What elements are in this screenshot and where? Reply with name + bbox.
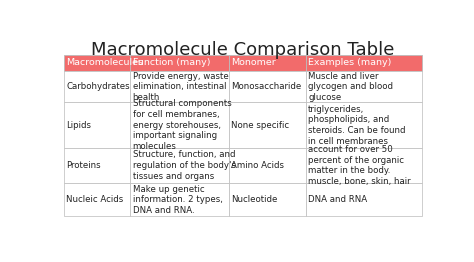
Bar [64,183,130,216]
Bar [64,148,130,183]
Bar [130,148,228,183]
Bar [130,102,228,148]
Text: Examples (many): Examples (many) [308,58,392,67]
Text: Function (many): Function (many) [133,58,210,67]
Text: Macromolecules: Macromolecules [66,58,143,67]
Text: account for over 50
percent of the organic
matter in the body.
muscle, bone, ski: account for over 50 percent of the organ… [308,145,411,186]
Text: None specific: None specific [231,121,289,130]
Bar [306,55,422,71]
Bar [130,55,228,71]
Text: Muscle and liver
glycogen and blood
glucose: Muscle and liver glycogen and blood gluc… [308,72,393,102]
Bar [228,183,306,216]
Text: Structural components
for cell membranes,
energy storehouses,
important signalin: Structural components for cell membranes… [133,99,231,151]
Text: Monosaccharide: Monosaccharide [231,82,301,91]
Bar [306,71,422,102]
Text: triglycerides,
phospholipids, and
steroids. Can be found
in cell membranes: triglycerides, phospholipids, and steroi… [308,105,406,146]
Text: Macromolecule Comparison Table: Macromolecule Comparison Table [91,41,395,58]
Bar [228,55,306,71]
Bar [130,183,228,216]
Text: Structure, function, and
regulation of the body's
tissues and organs: Structure, function, and regulation of t… [133,150,236,181]
Text: Amino Acids: Amino Acids [231,161,284,170]
Text: Make up genetic
information. 2 types,
DNA and RNA.: Make up genetic information. 2 types, DN… [133,184,222,215]
Bar [306,148,422,183]
Text: Lipids: Lipids [66,121,91,130]
Text: Provide energy, waste
elimination, intestinal
health: Provide energy, waste elimination, intes… [133,72,228,102]
Bar [306,183,422,216]
Bar [64,55,130,71]
Bar [64,71,130,102]
Bar [228,71,306,102]
Bar [64,102,130,148]
Bar [306,102,422,148]
Bar [228,102,306,148]
Bar [130,71,228,102]
Text: Nucleotide: Nucleotide [231,195,278,204]
Text: Monomer: Monomer [231,58,276,67]
Text: DNA and RNA: DNA and RNA [308,195,367,204]
Text: Nucleic Acids: Nucleic Acids [66,195,124,204]
Bar [228,148,306,183]
Text: Carbohydrates: Carbohydrates [66,82,130,91]
Text: Proteins: Proteins [66,161,101,170]
